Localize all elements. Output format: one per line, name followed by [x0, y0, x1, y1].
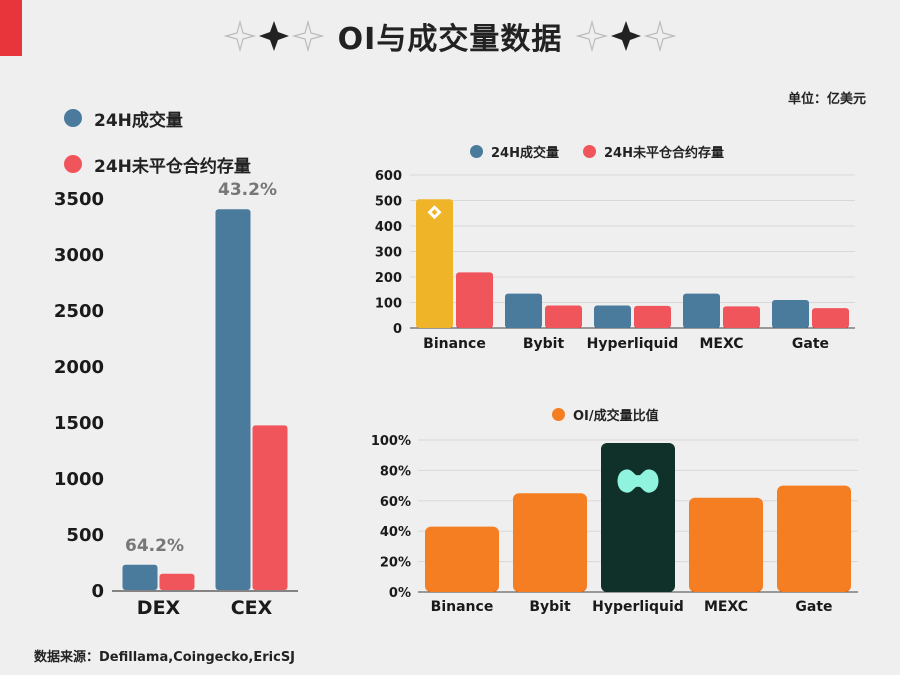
bar-gate-ratio — [777, 485, 851, 592]
y-tick-label: 80% — [380, 464, 411, 479]
legend-label-volume: 24H成交量 — [491, 146, 559, 161]
y-tick-label: 3500 — [54, 189, 104, 210]
bar-bybit-oi — [545, 305, 582, 328]
y-tick-label: 500 — [66, 525, 104, 546]
y-tick-label: 0 — [393, 322, 402, 337]
bar-hyperliquid-volume — [594, 305, 631, 328]
bar-cex-oi — [252, 425, 288, 590]
y-tick-label: 40% — [380, 525, 411, 540]
bar-binance-ratio — [425, 526, 499, 592]
y-tick-label: 60% — [380, 495, 411, 510]
bar-hyperliquid-ratio — [601, 443, 675, 592]
legend-item-volume: 24H成交量 — [470, 142, 559, 161]
bar-dex-oi — [159, 573, 195, 590]
bar-dex-volume — [122, 564, 158, 590]
legend-label-oi: 24H未平仓合约存量 — [94, 156, 251, 177]
bar-mexc-ratio — [689, 497, 763, 592]
bar-hyperliquid-oi — [634, 305, 671, 328]
bar-bybit-volume — [505, 293, 542, 328]
legend-swatch-oi — [582, 145, 596, 158]
pct-annotation: 43.2% — [218, 180, 277, 200]
y-tick-label: 200 — [375, 271, 402, 286]
legend-label-volume: 24H成交量 — [94, 110, 183, 131]
x-tick-label: DEX — [137, 597, 181, 619]
x-tick-label: MEXC — [704, 599, 748, 615]
page-title: OI与成交量数据 — [337, 22, 563, 57]
legend-item-oi: 24H未平仓合约存量 — [64, 150, 251, 178]
legend-item-ratio: OI/成交量比值 — [552, 405, 659, 424]
hyperliquid-logo-icon — [617, 469, 659, 493]
legend-ratio-chart: OI/成交量比值 — [552, 405, 659, 424]
sparkle-right-icon — [576, 18, 677, 54]
legend-item-volume: 24H成交量 — [64, 104, 251, 132]
binance-logo-icon — [427, 205, 442, 220]
y-tick-label: 600 — [375, 169, 402, 184]
y-tick-label: 100 — [375, 297, 402, 312]
bar-gate-oi — [812, 308, 849, 328]
title-bar: OI与成交量数据 — [0, 14, 900, 58]
x-tick-label: Bybit — [523, 336, 565, 352]
y-tick-label: 0 — [91, 581, 104, 602]
legend-label-ratio: OI/成交量比值 — [573, 409, 659, 424]
x-tick-label: Hyperliquid — [592, 599, 684, 615]
y-tick-label: 2500 — [54, 301, 104, 322]
accent-corner — [0, 0, 22, 56]
bar-gate-volume — [772, 299, 809, 328]
bar-bybit-ratio — [513, 493, 587, 592]
legend-label-oi: 24H未平仓合约存量 — [603, 146, 724, 161]
x-tick-label: Binance — [423, 336, 486, 352]
bar-mexc-volume — [683, 293, 720, 328]
y-tick-label: 1500 — [54, 413, 104, 434]
x-tick-label: Bybit — [529, 599, 571, 615]
y-tick-label: 3000 — [54, 245, 104, 266]
y-tick-label: 1000 — [54, 469, 104, 490]
y-tick-label: 300 — [375, 246, 402, 261]
y-tick-label: 0% — [389, 586, 411, 601]
data-source: 数据来源：Defillama,Coingecko,EricSJ — [34, 650, 296, 665]
x-tick-label: Hyperliquid — [587, 336, 679, 352]
legend-left: 24H成交量 24H未平仓合约存量 — [64, 104, 251, 196]
x-tick-label: Binance — [431, 599, 494, 615]
bar-mexc-oi — [723, 306, 760, 328]
x-tick-label: Gate — [792, 336, 829, 352]
legend-swatch-volume — [64, 109, 82, 127]
y-tick-label: 100% — [371, 434, 411, 449]
x-tick-label: Gate — [795, 599, 832, 615]
x-tick-label: MEXC — [699, 336, 743, 352]
y-tick-label: 20% — [380, 556, 411, 571]
legend-swatch-volume — [470, 145, 483, 158]
legend-exchange-chart: 24H成交量 24H未平仓合约存量 — [470, 142, 724, 161]
bar-cex-volume — [215, 209, 251, 590]
sparkle-left-icon — [223, 18, 324, 54]
x-tick-label: CEX — [231, 597, 273, 619]
legend-swatch-ratio — [552, 408, 565, 421]
legend-item-oi: 24H未平仓合约存量 — [582, 142, 724, 161]
legend-swatch-oi — [64, 155, 82, 173]
pct-annotation: 64.2% — [125, 536, 184, 556]
y-tick-label: 2000 — [54, 357, 104, 378]
bar-binance-oi — [456, 272, 493, 328]
y-tick-label: 400 — [375, 220, 402, 235]
y-tick-label: 500 — [375, 195, 402, 210]
unit-label: 单位：亿美元 — [787, 92, 866, 107]
bar-binance-volume — [416, 199, 453, 328]
